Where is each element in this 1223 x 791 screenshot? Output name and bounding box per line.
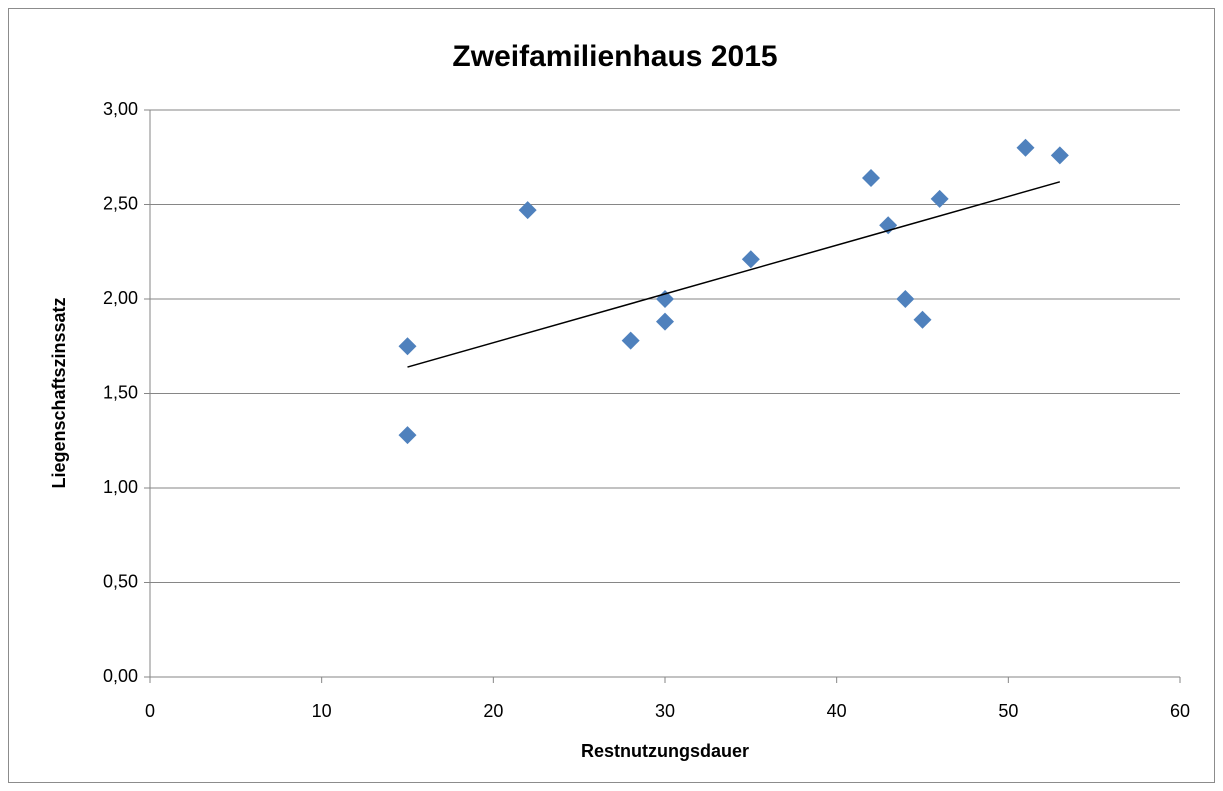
data-point	[930, 189, 949, 208]
x-tick-label: 50	[998, 701, 1018, 721]
x-axis-label: Restnutzungsdauer	[581, 741, 749, 761]
trendline	[407, 181, 1061, 368]
y-tick-label: 1,50	[103, 382, 138, 402]
chart-title: Zweifamilienhaus 2015	[452, 40, 777, 73]
y-tick-label: 3,00	[103, 99, 138, 119]
y-axis-label: Liegenschaftszinssatz	[49, 297, 69, 488]
data-point	[896, 290, 915, 308]
x-tick-label: 20	[483, 701, 503, 721]
data-point	[1050, 146, 1069, 165]
x-tick-label: 10	[312, 701, 332, 721]
x-tick-label: 40	[827, 701, 847, 721]
y-tick-label: 1,00	[103, 477, 138, 497]
chart-border	[8, 8, 1215, 783]
x-tick-label: 0	[145, 701, 155, 721]
data-point	[398, 337, 417, 356]
data-point	[862, 169, 880, 188]
y-tick-label: 2,00	[103, 288, 138, 308]
y-tick-label: 0,00	[103, 666, 138, 686]
x-tick-label: 60	[1170, 701, 1190, 721]
data-point	[1016, 138, 1035, 157]
data-point	[398, 426, 417, 445]
y-tick-label: 0,50	[103, 571, 138, 591]
x-tick-label: 30	[655, 701, 675, 721]
data-point	[656, 312, 674, 331]
data-point	[621, 331, 640, 350]
data-point	[913, 310, 932, 329]
data-point	[518, 201, 537, 220]
data-point	[741, 250, 760, 269]
y-tick-label: 2,50	[103, 193, 138, 213]
